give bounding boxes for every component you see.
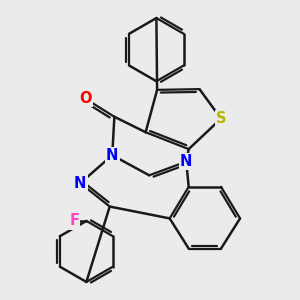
Text: N: N [180, 154, 192, 169]
Text: F: F [69, 213, 79, 228]
Text: S: S [216, 111, 226, 126]
Text: N: N [74, 176, 86, 191]
Text: O: O [80, 91, 92, 106]
Text: N: N [106, 148, 118, 163]
